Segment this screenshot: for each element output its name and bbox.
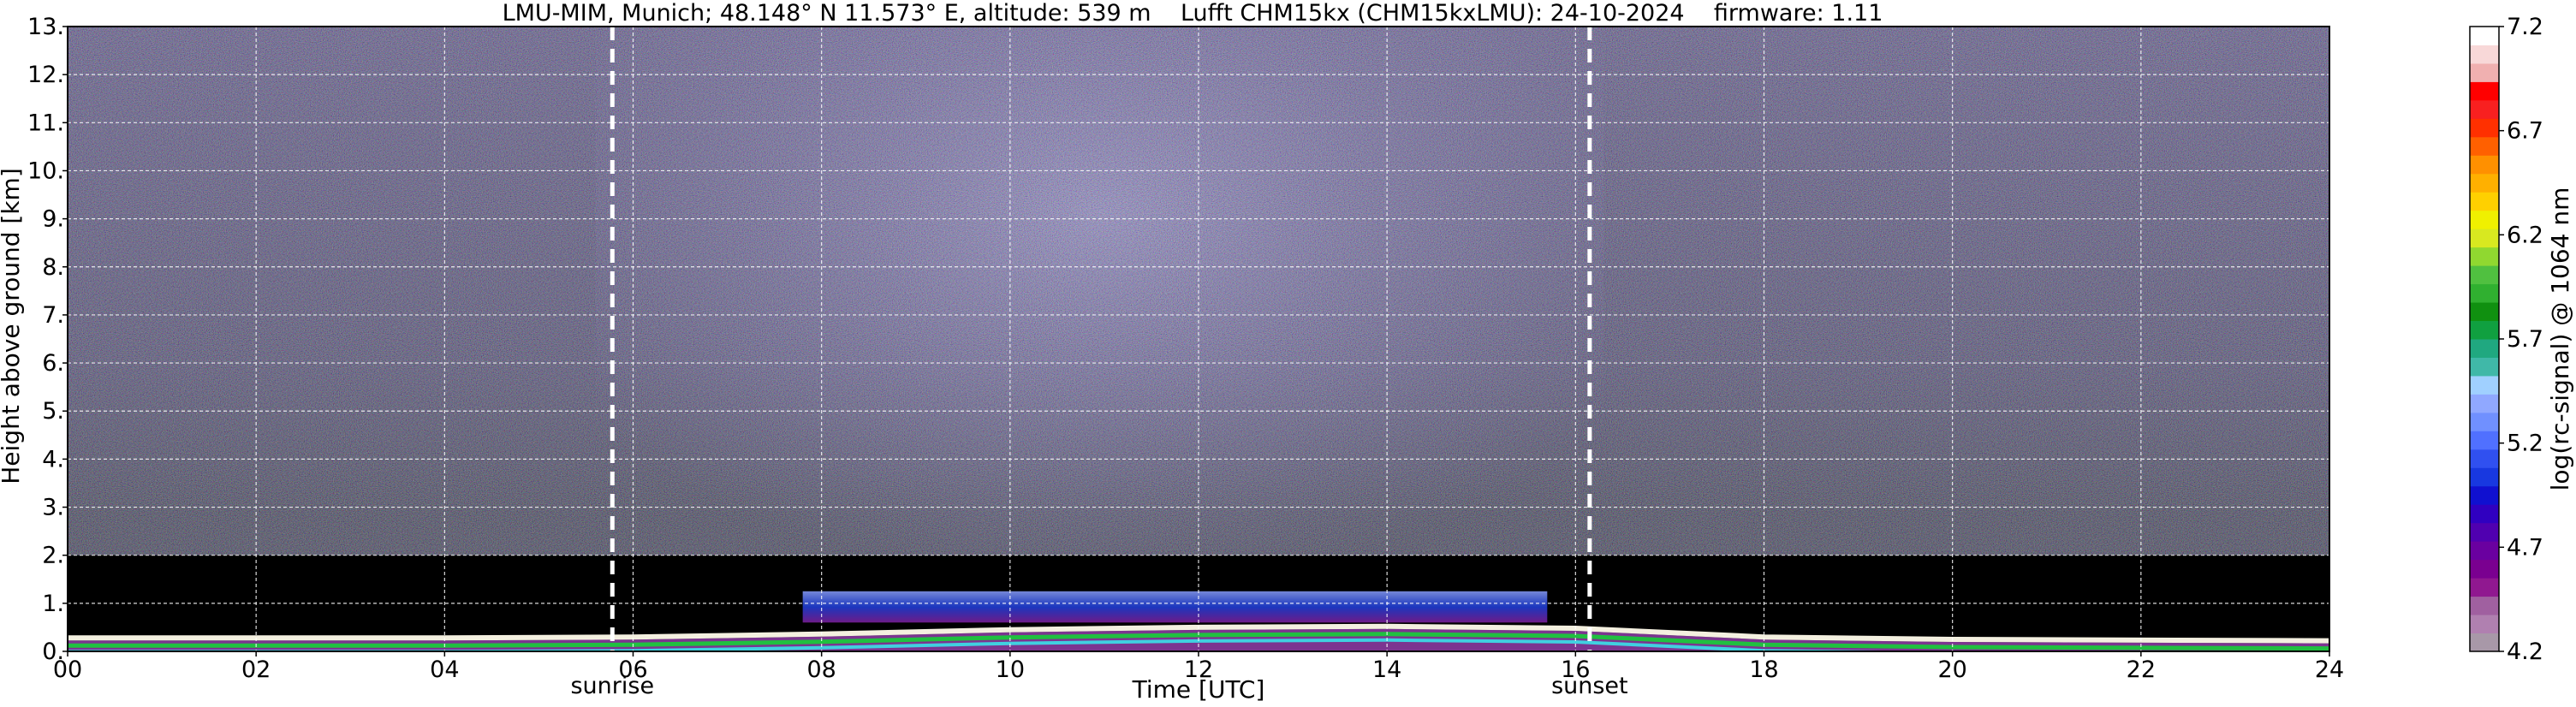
x-tick-label: 12: [1184, 656, 1213, 683]
colorbar-tick-label: 4.2: [2507, 639, 2543, 665]
colorbar-swatch: [2470, 485, 2499, 505]
y-tick-label: 2.: [42, 543, 64, 569]
colorbar-swatch: [2470, 431, 2499, 450]
colorbar-swatch: [2470, 357, 2499, 377]
colorbar-swatch: [2470, 247, 2499, 266]
y-tick-label: 6.: [42, 350, 64, 377]
y-tick-label: 11.: [27, 110, 64, 136]
colorbar-tick-label: 5.7: [2507, 326, 2543, 353]
colorbar-swatch: [2470, 320, 2499, 340]
colorbar-swatch: [2470, 81, 2499, 101]
colorbar-swatch: [2470, 210, 2499, 229]
chart-title: LMU-MIM, Munich; 48.148° N 11.573° E, al…: [503, 0, 1883, 27]
y-tick-label: 0.: [42, 639, 64, 665]
colorbar-swatch: [2470, 559, 2499, 579]
colorbar-swatch: [2470, 615, 2499, 634]
y-axis: 0. 1. 2. 3. 4. 5. 6. 7. 8. 9. 10. 11. 12. 13.: [27, 14, 68, 665]
colorbar-swatch: [2470, 229, 2499, 248]
colorbar-swatch: [2470, 283, 2499, 303]
colorbar-tick-label: 7.2: [2507, 14, 2543, 40]
colorbar-swatch: [2470, 375, 2499, 395]
colorbar-swatch: [2470, 45, 2499, 64]
colorbar-tick-label: 6.2: [2507, 222, 2543, 248]
sunrise-label: sunrise: [570, 673, 654, 699]
colorbar-swatch: [2470, 118, 2499, 138]
colorbar-swatch: [2470, 339, 2499, 358]
y-tick-label: 12.: [27, 62, 64, 88]
colorbar-swatch: [2470, 27, 2499, 45]
colorbar-swatch: [2470, 633, 2499, 652]
colorbar-label: log(rc-signal) @ 1064 nm: [2546, 187, 2574, 491]
x-axis-label: Time [UTC]: [1132, 675, 1265, 704]
colorbar: 4.2 4.7 5.2 5.7 6.2 6.7 7.2: [2469, 14, 2543, 665]
sunset-label: sunset: [1551, 673, 1628, 699]
x-tick-label: 10: [996, 656, 1025, 683]
x-tick-label: 02: [241, 656, 271, 683]
y-tick-label: 1.: [42, 591, 64, 617]
x-tick-label: 22: [2127, 656, 2156, 683]
x-tick-label: 16: [1561, 656, 1590, 683]
y-tick-label: 8.: [42, 254, 64, 281]
x-tick-label: 08: [806, 656, 836, 683]
x-tick-label: 24: [2315, 656, 2344, 683]
y-tick-label: 5.: [42, 398, 64, 425]
colorbar-swatch: [2470, 265, 2499, 285]
x-tick-label: 14: [1372, 656, 1401, 683]
x-tick-label: 06: [618, 656, 647, 683]
x-tick-label: 20: [1937, 656, 1966, 683]
colorbar-swatch: [2470, 449, 2499, 468]
plot-area: sunrise sunset 00 02 04 06 08 10 12 14 16 18 20 22 24…: [27, 14, 2344, 699]
grid-lines: [68, 27, 2329, 651]
y-tick-label: 9.: [42, 206, 64, 233]
y-tick-label: 4.: [42, 446, 64, 472]
y-tick-label: 13.: [27, 14, 64, 40]
colorbar-swatch: [2470, 412, 2499, 431]
colorbar-tick-label: 4.7: [2507, 534, 2543, 561]
y-tick-label: 7.: [42, 302, 64, 329]
colorbar-swatch: [2470, 504, 2499, 524]
colorbar-tick-label: 5.2: [2507, 431, 2543, 457]
colorbar-swatch: [2470, 578, 2499, 597]
y-axis-label: Height above ground [km]: [0, 168, 25, 484]
x-tick-label: 00: [53, 656, 82, 683]
colorbar-swatch: [2470, 467, 2499, 487]
colorbar-swatch: [2470, 173, 2499, 193]
aerosol-layer: [802, 591, 1548, 623]
x-axis: 00 02 04 06 08 10 12 14 16 18 20 22 24: [53, 651, 2344, 683]
x-tick-label: 04: [430, 656, 459, 683]
colorbar-swatch: [2470, 302, 2499, 322]
y-tick-label: 3.: [42, 495, 64, 521]
colorbar-swatch: [2470, 155, 2499, 175]
colorbar-swatch: [2470, 541, 2499, 561]
colorbar-swatch: [2470, 99, 2499, 119]
colorbar-tick-label: 6.7: [2507, 118, 2543, 145]
colorbar-swatch: [2470, 394, 2499, 413]
x-tick-label: 18: [1749, 656, 1778, 683]
colorbar-swatch: [2470, 136, 2499, 156]
sun-lines: sunrise sunset: [570, 27, 1628, 699]
colorbar-swatch: [2470, 522, 2499, 542]
colorbar-swatch: [2470, 62, 2499, 82]
colorbar-swatch: [2470, 596, 2499, 615]
colorbar-swatch: [2470, 192, 2499, 211]
y-tick-label: 10.: [27, 157, 64, 184]
